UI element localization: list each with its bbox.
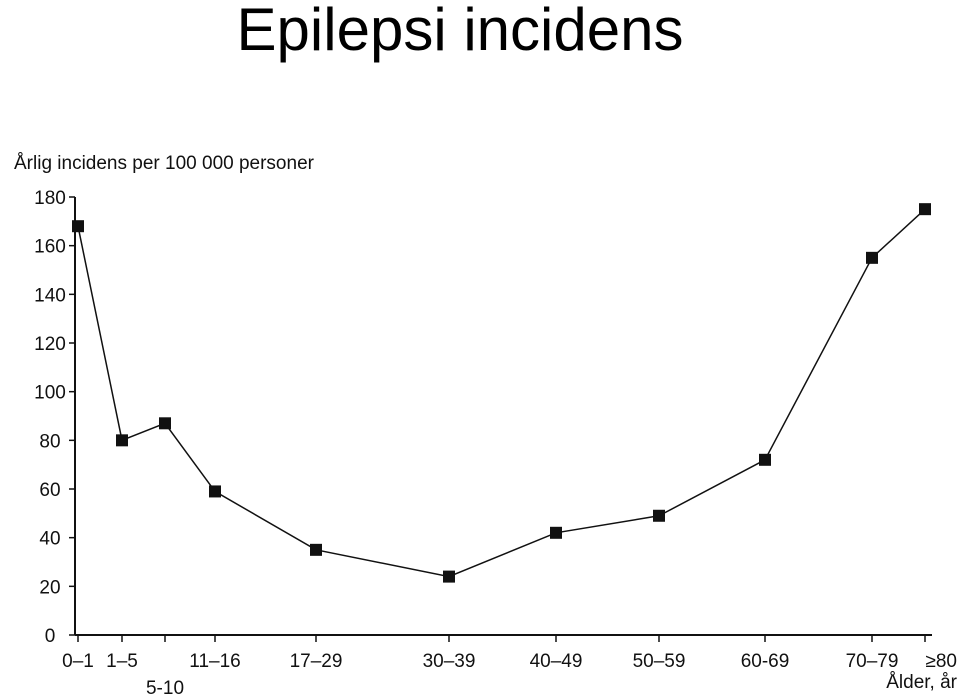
x-tick-label-2: 5-10 [146,678,184,699]
data-point-10 [919,203,931,216]
series-incidence [72,203,931,583]
x-tick-label-3: 11–16 [189,651,240,672]
data-point-6 [550,526,562,539]
y-tick-label-100: 100 [34,383,66,404]
y-tick-label-80: 80 [39,431,60,452]
axes [74,197,932,636]
y-tick-label-180: 180 [34,188,66,209]
x-tick-label-1: 1–5 [106,651,138,672]
y-axis-title: Årlig incidens per 100 000 personer [14,153,315,174]
x-tick-label-7: 50–59 [633,651,686,672]
data-point-0 [72,220,84,233]
y-ticks: 0 20 40 60 80 100 120 140 160 180 [34,188,75,647]
y-tick-label-0: 0 [45,626,56,647]
data-point-2 [159,417,171,430]
x-tick-label-8: 60-69 [741,651,790,672]
data-point-4 [310,543,322,556]
y-tick-label-40: 40 [39,529,60,550]
slide-title: Epilepsi incidens [236,0,684,63]
data-point-9 [866,251,878,264]
data-point-8 [759,453,771,466]
x-axis-title: Ålder, år [886,672,957,693]
x-tick-label-9: 70–79 [846,651,899,672]
y-tick-label-20: 20 [39,577,60,598]
y-tick-label-120: 120 [34,334,66,355]
data-point-5 [443,570,455,583]
series-line [77,208,926,578]
data-point-3 [209,485,221,498]
y-tick-label-60: 60 [39,480,60,501]
x-tick-label-10: ≥80 [925,651,957,672]
y-tick-label-140: 140 [34,285,66,306]
y-tick-label-160: 160 [34,237,66,258]
data-point-1 [116,434,128,447]
data-point-7 [653,509,665,522]
x-tick-label-0: 0–1 [62,651,94,672]
x-tick-label-5: 30–39 [423,651,476,672]
x-tick-label-6: 40–49 [530,651,583,672]
x-tick-label-4: 17–29 [290,651,343,672]
